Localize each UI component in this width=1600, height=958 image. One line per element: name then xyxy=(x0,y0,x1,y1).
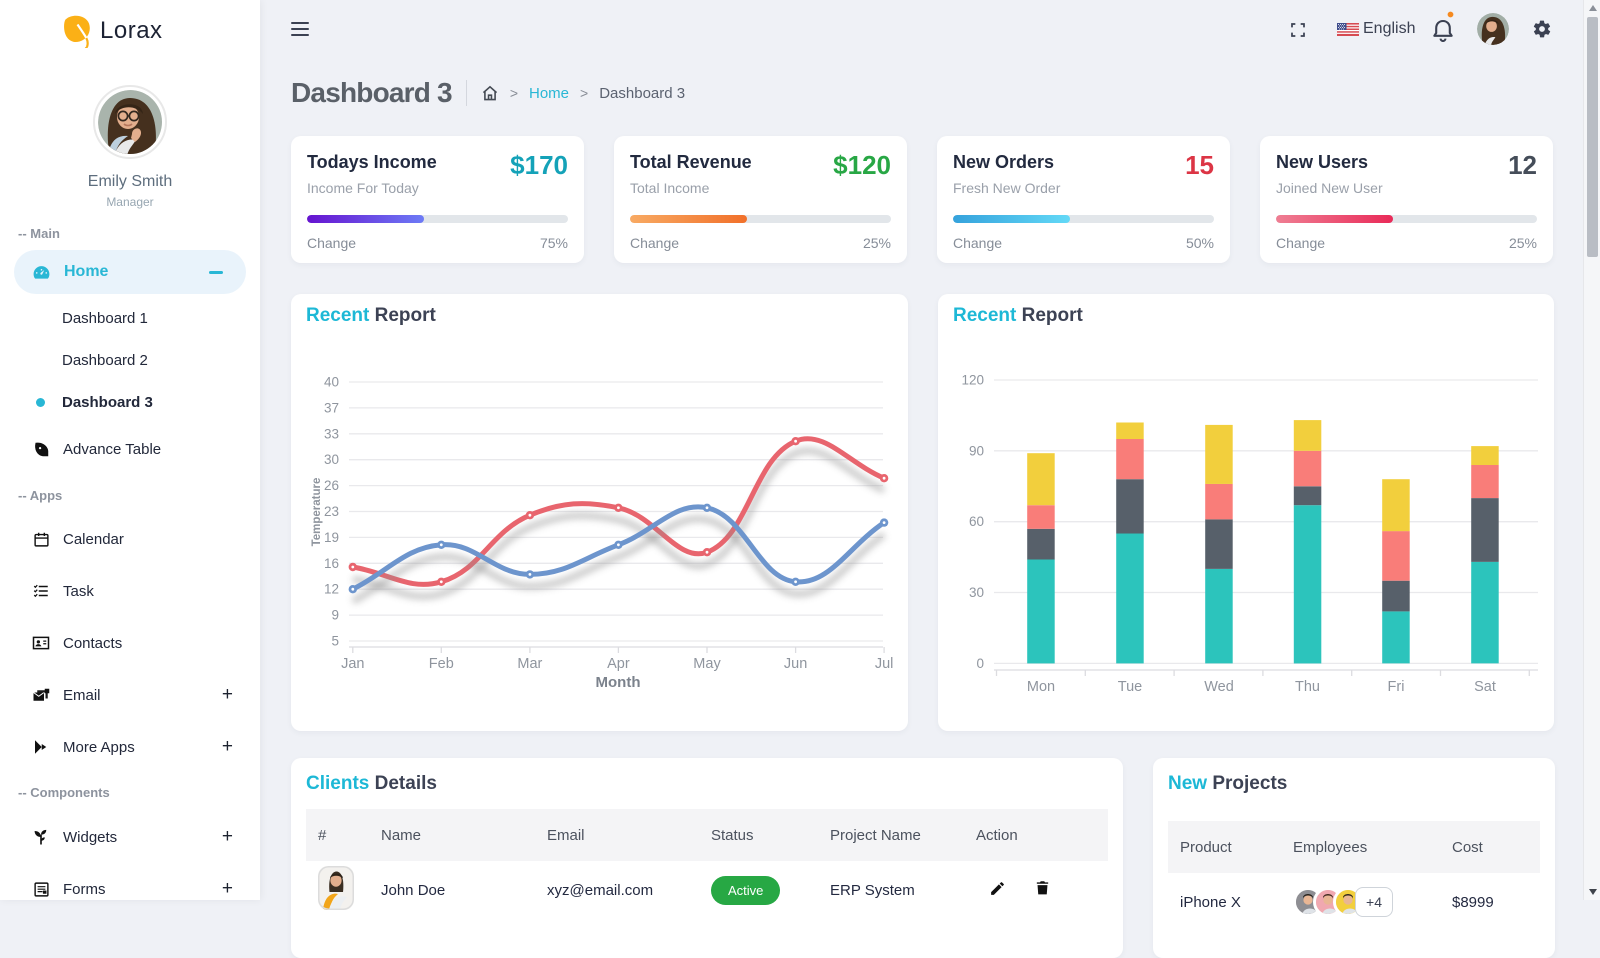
svg-text:Feb: Feb xyxy=(429,656,454,672)
svg-text:Temperature: Temperature xyxy=(311,478,323,547)
svg-text:Mar: Mar xyxy=(517,656,542,672)
svg-text:120: 120 xyxy=(961,373,984,388)
svg-text:33: 33 xyxy=(324,426,339,441)
svg-text:60: 60 xyxy=(969,514,984,529)
svg-text:Thu: Thu xyxy=(1295,679,1320,695)
svg-text:Jan: Jan xyxy=(341,656,364,672)
svg-text:12: 12 xyxy=(324,582,339,597)
svg-text:5: 5 xyxy=(331,634,339,649)
svg-text:Sat: Sat xyxy=(1474,679,1496,695)
svg-text:Fri: Fri xyxy=(1388,679,1405,695)
svg-text:16: 16 xyxy=(324,556,339,571)
svg-text:Jul: Jul xyxy=(875,656,894,672)
svg-text:40: 40 xyxy=(324,375,339,390)
svg-text:23: 23 xyxy=(324,504,339,519)
svg-text:Wed: Wed xyxy=(1204,679,1234,695)
svg-text:May: May xyxy=(693,656,721,672)
svg-text:Jun: Jun xyxy=(784,656,807,672)
svg-text:Month: Month xyxy=(596,674,641,691)
svg-text:Tue: Tue xyxy=(1118,679,1142,695)
svg-text:Mon: Mon xyxy=(1027,679,1055,695)
svg-text:0: 0 xyxy=(976,656,984,671)
svg-text:19: 19 xyxy=(324,530,339,545)
svg-text:30: 30 xyxy=(324,452,339,467)
svg-text:90: 90 xyxy=(969,443,984,458)
svg-text:9: 9 xyxy=(331,608,339,623)
svg-text:26: 26 xyxy=(324,478,339,493)
svg-text:37: 37 xyxy=(324,400,339,415)
svg-text:30: 30 xyxy=(969,585,984,600)
svg-text:Apr: Apr xyxy=(607,656,630,672)
